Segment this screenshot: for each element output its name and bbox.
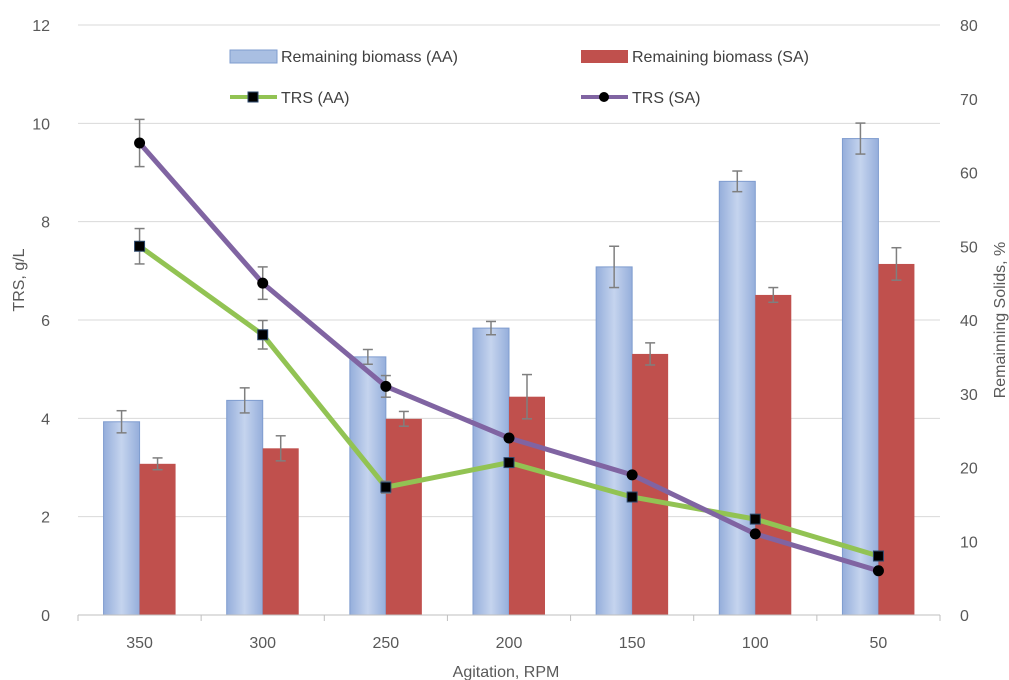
y2-tick-label: 40	[960, 313, 978, 330]
y-tick-label: 2	[41, 510, 50, 527]
y-tick-label: 8	[41, 215, 50, 232]
x-axis-title: Agitation, RPM	[453, 664, 560, 680]
x-axis: 350 300 250 200 150 100 50	[77, 614, 941, 652]
x-tick-label: 50	[870, 635, 888, 652]
point-trs-aa	[626, 491, 638, 503]
y2-tick-label: 30	[960, 387, 978, 404]
point-trs-sa	[380, 380, 392, 392]
x-tick-label: 350	[126, 635, 153, 652]
point-trs-aa	[503, 457, 515, 469]
y-tick-label: 4	[41, 411, 50, 428]
y2-tick-label: 20	[960, 461, 978, 478]
bar-remaining-biomass-sa	[262, 448, 299, 615]
point-trs-sa	[749, 528, 761, 540]
legend-swatch-remaining-biomass-sa	[581, 50, 628, 63]
legend-label-remaining-biomass-aa: Remaining biomass (AA)	[281, 49, 458, 66]
y2-tick-label: 10	[960, 534, 978, 551]
y2-axis-title: Remainning Solids, %	[992, 242, 1009, 399]
bar-remaining-biomass-sa	[385, 418, 422, 615]
legend-marker-trs-sa	[599, 92, 609, 102]
point-trs-aa	[380, 481, 392, 493]
legend-label-trs-aa: TRS (AA)	[281, 90, 349, 107]
bar-remaining-biomass-aa	[226, 399, 264, 616]
y2-tick-label: 70	[960, 92, 978, 109]
x-tick-label: 250	[373, 635, 400, 652]
bar-remaining-biomass-sa	[139, 463, 176, 615]
y-tick-label: 10	[32, 116, 50, 133]
point-trs-aa	[749, 513, 761, 525]
bar-remaining-biomass-aa	[841, 138, 879, 616]
legend-label-remaining-biomass-sa: Remaining biomass (SA)	[632, 49, 809, 66]
y2-tick-label: 60	[960, 166, 978, 183]
y-axis-title: TRS, g/L	[11, 248, 28, 311]
y-tick-label: 0	[41, 608, 50, 625]
bar-remaining-biomass-sa	[509, 396, 545, 615]
point-trs-sa	[134, 137, 146, 149]
bar-remaining-biomass-aa	[349, 356, 387, 616]
bar-remaining-biomass-aa	[718, 180, 756, 616]
y2-tick-label: 0	[960, 608, 969, 625]
legend: Remaining biomass (AA) Remaining biomass…	[229, 49, 809, 107]
point-trs-sa	[503, 432, 515, 444]
point-trs-aa	[872, 550, 884, 562]
legend-label-trs-sa: TRS (SA)	[632, 90, 700, 107]
point-trs-sa	[872, 565, 884, 577]
point-trs-sa	[257, 277, 269, 289]
gridlines	[78, 24, 940, 518]
left-axis: 0 2 4 6 8 10 12	[32, 18, 50, 625]
bar-remaining-biomass-aa	[595, 266, 633, 616]
point-trs-sa	[626, 469, 638, 481]
legend-swatch-remaining-biomass-aa	[229, 49, 278, 64]
y-tick-label: 6	[41, 313, 50, 330]
x-tick-label: 300	[249, 635, 276, 652]
point-trs-aa	[257, 329, 269, 341]
bar-remaining-biomass-aa	[103, 421, 141, 616]
y2-tick-label: 50	[960, 239, 978, 256]
x-tick-label: 200	[496, 635, 523, 652]
right-axis: 0 10 20 30 40 50 60 70 80	[960, 18, 978, 625]
bar-series	[103, 122, 915, 616]
legend-marker-trs-aa	[247, 91, 259, 103]
x-tick-label: 150	[619, 635, 646, 652]
bar-remaining-biomass-sa	[755, 294, 792, 615]
line-series	[134, 118, 884, 577]
bar-remaining-biomass-sa	[878, 263, 915, 615]
y-tick-label: 12	[32, 18, 50, 35]
point-trs-aa	[134, 240, 146, 252]
x-tick-label: 100	[742, 635, 769, 652]
bar-remaining-biomass-aa	[472, 327, 510, 616]
y2-tick-label: 80	[960, 18, 978, 35]
